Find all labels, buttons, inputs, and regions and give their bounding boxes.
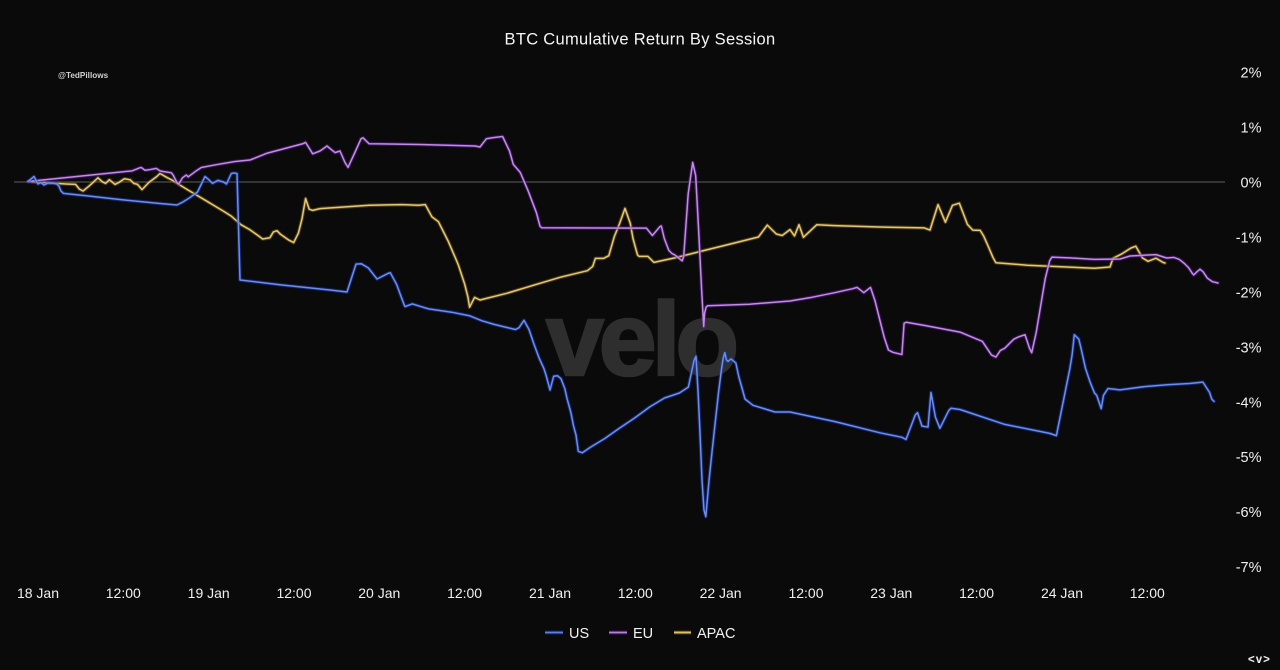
svg-text:@TedPillows: @TedPillows [58,71,109,80]
svg-text:24 Jan: 24 Jan [1041,585,1083,601]
svg-text:-4%: -4% [1236,395,1262,411]
svg-text:0%: 0% [1241,176,1262,192]
svg-text:-2%: -2% [1236,285,1262,301]
svg-text:23 Jan: 23 Jan [870,585,912,601]
svg-text:<v>: <v> [1248,654,1271,666]
svg-text:18 Jan: 18 Jan [17,585,59,601]
svg-text:BTC Cumulative Return By Sessi: BTC Cumulative Return By Session [505,31,776,49]
svg-text:12:00: 12:00 [276,585,311,601]
svg-text:22 Jan: 22 Jan [700,585,742,601]
svg-text:12:00: 12:00 [618,585,653,601]
svg-text:19 Jan: 19 Jan [188,585,230,601]
svg-text:2%: 2% [1241,66,1262,82]
svg-text:1%: 1% [1241,121,1262,137]
svg-text:-3%: -3% [1236,340,1262,356]
svg-text:12:00: 12:00 [788,585,823,601]
svg-text:-1%: -1% [1236,231,1262,247]
svg-text:12:00: 12:00 [1130,585,1165,601]
svg-text:-7%: -7% [1236,560,1262,576]
svg-text:velo: velo [546,282,736,398]
svg-text:12:00: 12:00 [959,585,994,601]
svg-text:12:00: 12:00 [106,585,141,601]
svg-text:20 Jan: 20 Jan [358,585,400,601]
svg-text:21 Jan: 21 Jan [529,585,571,601]
svg-text:-5%: -5% [1236,450,1262,466]
svg-text:12:00: 12:00 [447,585,482,601]
svg-text:APAC: APAC [697,626,735,642]
svg-text:EU: EU [633,626,653,642]
svg-text:US: US [569,626,589,642]
svg-text:-6%: -6% [1236,505,1262,521]
